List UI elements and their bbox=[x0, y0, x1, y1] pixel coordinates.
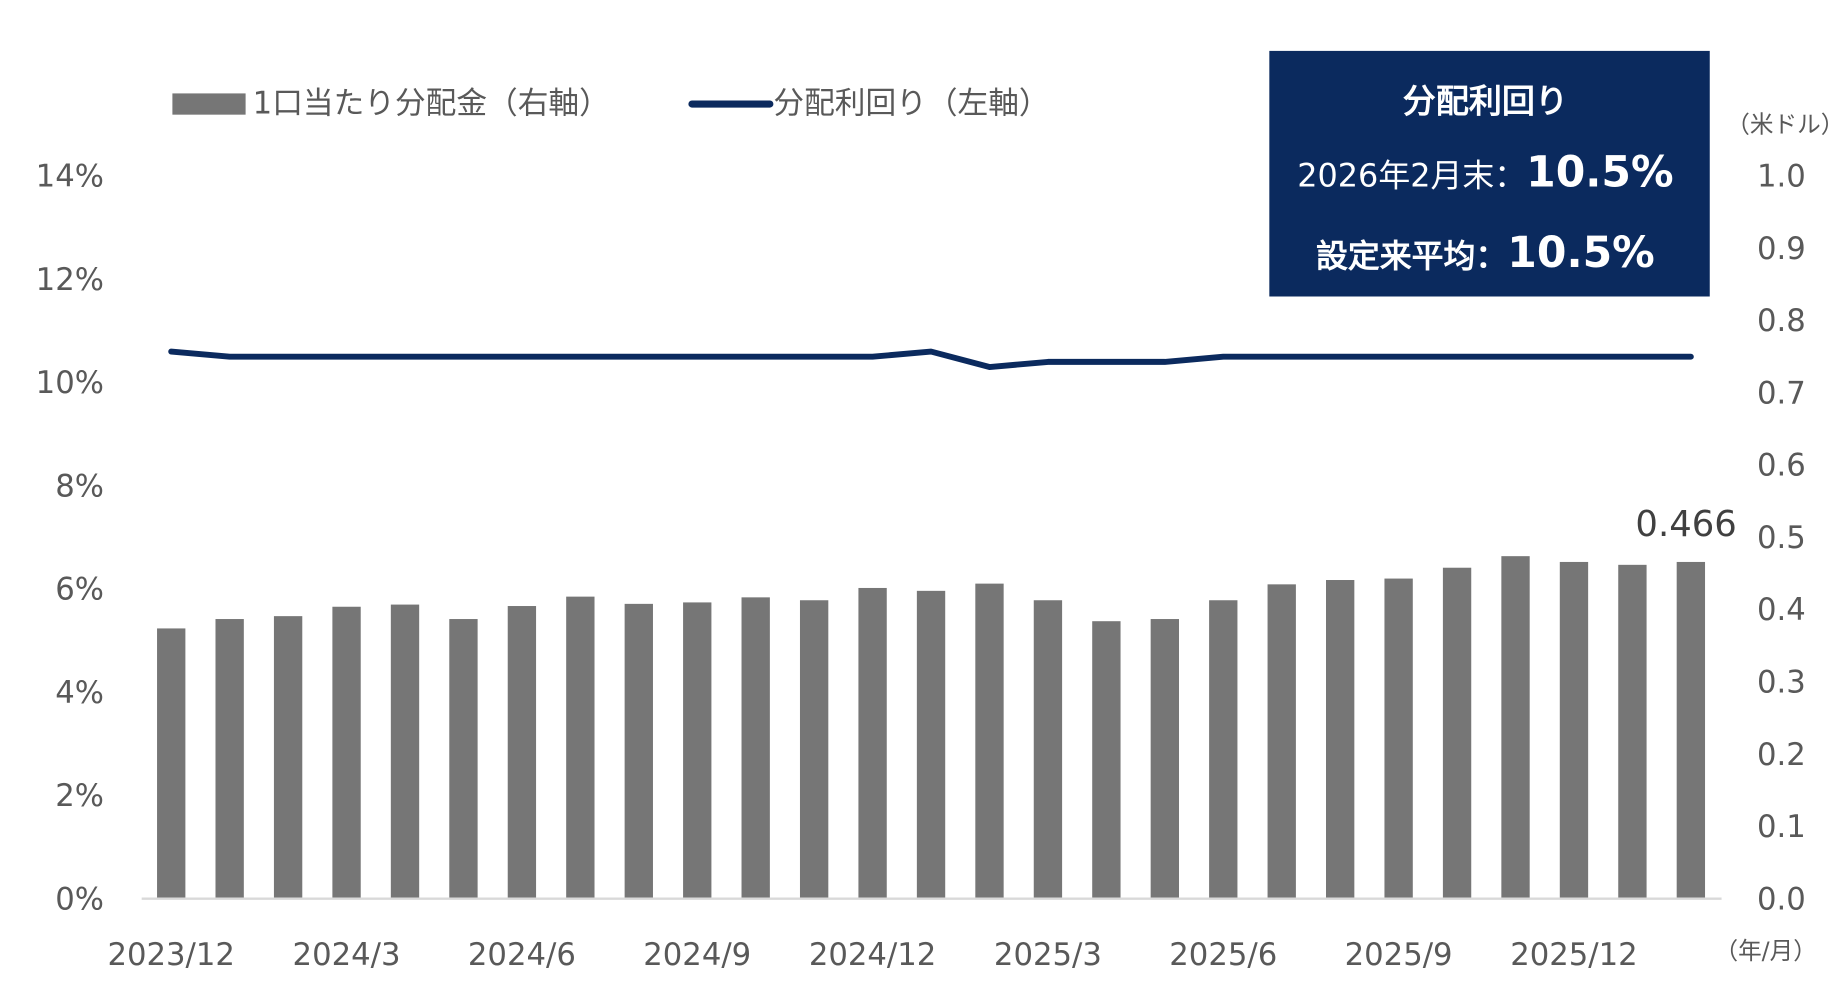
right-tick-label: 0.7 bbox=[1757, 376, 1806, 411]
bar-2026/1 bbox=[1618, 564, 1647, 899]
bar-2024/10 bbox=[741, 597, 770, 899]
right-tick-label: 0.6 bbox=[1757, 449, 1806, 484]
bar-2025/6 bbox=[1209, 600, 1238, 899]
bar-2026/2 bbox=[1676, 561, 1706, 899]
x-tick-label: 2024/12 bbox=[809, 938, 937, 973]
infobox-row1-label: 2026年2月末： bbox=[1297, 157, 1526, 195]
right-tick-label: 0.2 bbox=[1757, 738, 1806, 773]
x-axis: 2023/12 2024/3 2024/6 2024/9 2024/12 2025/3 20… bbox=[107, 938, 1637, 973]
right-axis-unit: （米ドル） bbox=[1726, 110, 1842, 138]
bar-2024/11 bbox=[799, 600, 829, 899]
left-tick-label: 8% bbox=[55, 469, 104, 504]
right-tick-label: 0.8 bbox=[1757, 304, 1806, 339]
left-tick-label: 4% bbox=[55, 676, 104, 711]
bar-2025/8 bbox=[1326, 580, 1355, 899]
left-tick-label: 0% bbox=[55, 882, 104, 917]
left-tick-label: 14% bbox=[36, 160, 104, 195]
right-tick-label: 0.5 bbox=[1757, 521, 1806, 556]
legend-bar-label: 1口当たり分配金（右軸） bbox=[253, 86, 610, 121]
right-tick-label: 0.4 bbox=[1757, 593, 1806, 628]
x-tick-label: 2025/9 bbox=[1345, 938, 1453, 973]
right-tick-label: 0.9 bbox=[1757, 232, 1806, 267]
right-tick-label: 1.0 bbox=[1757, 160, 1806, 195]
right-axis: 0.0 0.1 0.2 0.3 0.4 0.5 0.6 0.7 0.8 0.9 1.0 bbox=[1757, 160, 1806, 918]
data-label-last: 0.466 bbox=[1635, 504, 1736, 545]
infobox-row2-value: 10.5% bbox=[1507, 229, 1654, 278]
infobox-row1-value: 10.5% bbox=[1526, 149, 1673, 198]
bar-2025/4 bbox=[1092, 621, 1121, 899]
legend: 1口当たり分配金（右軸） 分配利回り（左軸） bbox=[172, 86, 1050, 121]
left-tick-label: 6% bbox=[55, 573, 104, 608]
x-tick-label: 2025/3 bbox=[994, 938, 1102, 973]
bar-2025/3 bbox=[1033, 600, 1063, 899]
bar-2024/5 bbox=[449, 619, 478, 899]
bar-2024/1 bbox=[215, 619, 244, 899]
infobox-row1: 2026年2月末：10.5% bbox=[1297, 149, 1673, 198]
bar-2023/12 bbox=[157, 628, 186, 899]
right-tick-label: 0.3 bbox=[1757, 666, 1806, 701]
left-tick-label: 12% bbox=[36, 263, 104, 298]
right-tick-label: 0.1 bbox=[1757, 810, 1806, 845]
infobox-row2-label: 設定来平均： bbox=[1316, 237, 1507, 275]
yield-infobox: 分配利回り 2026年2月末：10.5% 設定来平均：10.5% bbox=[1269, 50, 1710, 297]
bar-2024/7 bbox=[566, 596, 595, 899]
infobox-title: 分配利回り bbox=[1403, 81, 1568, 120]
line-series bbox=[168, 348, 1694, 370]
bar-2024/4 bbox=[390, 604, 420, 899]
bar-series bbox=[157, 556, 1706, 899]
bar-2025/9 bbox=[1384, 578, 1413, 899]
bar-2024/9 bbox=[683, 602, 712, 899]
bar-2025/1 bbox=[916, 590, 946, 899]
legend-line-label: 分配利回り（左軸） bbox=[773, 86, 1049, 121]
x-axis-unit: （年/月） bbox=[1714, 937, 1816, 965]
left-axis: 0% 2% 4% 6% 8% 10% 12% 14% bbox=[36, 160, 104, 918]
bar-2025/11 bbox=[1501, 556, 1530, 899]
bar-2024/12 bbox=[858, 587, 887, 899]
bar-2024/8 bbox=[624, 603, 653, 899]
right-tick-label: 0.0 bbox=[1757, 882, 1806, 917]
x-tick-label: 2024/9 bbox=[643, 938, 751, 973]
bar-2025/2 bbox=[975, 583, 1004, 899]
legend-bar-swatch bbox=[172, 93, 246, 115]
infobox-background bbox=[1269, 50, 1710, 297]
bar-2025/5 bbox=[1150, 619, 1179, 899]
infobox-row2: 設定来平均：10.5% bbox=[1316, 229, 1655, 278]
x-tick-label: 2024/6 bbox=[468, 938, 576, 973]
left-tick-label: 10% bbox=[36, 366, 104, 401]
x-tick-label: 2023/12 bbox=[107, 938, 235, 973]
x-tick-label: 2024/3 bbox=[293, 938, 401, 973]
bar-2025/7 bbox=[1267, 584, 1296, 899]
bar-2024/2 bbox=[273, 616, 303, 899]
bar-2024/6 bbox=[507, 606, 537, 899]
bar-2024/3 bbox=[332, 606, 361, 899]
x-tick-label: 2025/6 bbox=[1169, 938, 1277, 973]
yield-line bbox=[168, 348, 1694, 370]
x-tick-label: 2025/12 bbox=[1510, 938, 1638, 973]
bar-2025/12 bbox=[1559, 561, 1589, 899]
bar-2025/10 bbox=[1442, 567, 1472, 899]
left-tick-label: 2% bbox=[55, 779, 104, 814]
